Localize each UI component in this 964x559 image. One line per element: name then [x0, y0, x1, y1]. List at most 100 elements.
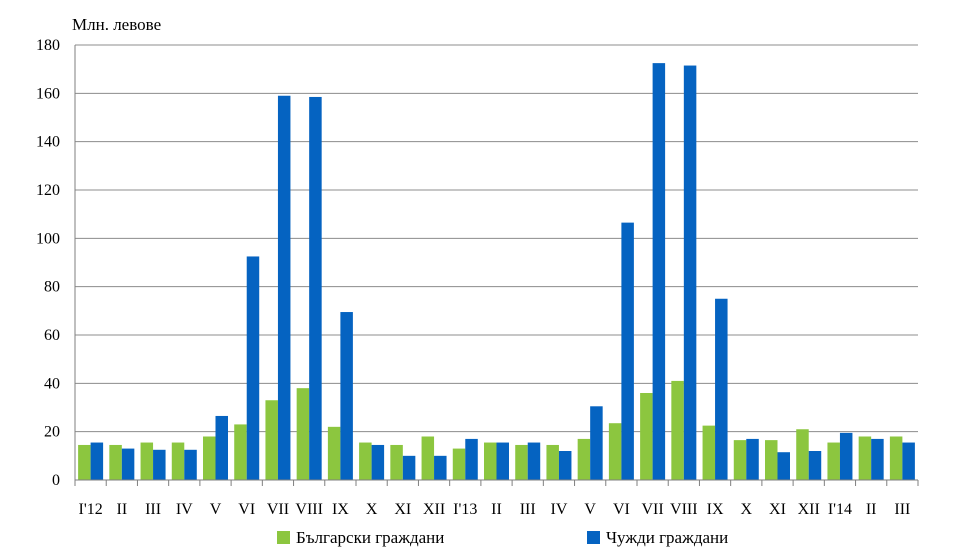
- bar-bulgarian: [234, 424, 247, 480]
- bar-bulgarian: [296, 388, 310, 480]
- bar-foreign: [871, 438, 884, 480]
- x-tick-label: X: [740, 501, 752, 518]
- legend-label: Чужди граждани: [606, 528, 728, 547]
- x-tick-label: XI: [769, 501, 786, 518]
- x-tick-label: IV: [176, 501, 193, 518]
- x-tick-label: I'12: [79, 501, 103, 518]
- bar-foreign: [590, 406, 603, 480]
- bar-foreign: [621, 222, 634, 480]
- bar-bulgarian: [484, 442, 497, 480]
- x-tick-label: I'14: [828, 501, 852, 518]
- bar-foreign: [153, 449, 166, 480]
- bar-foreign: [683, 65, 697, 481]
- x-tick-label: XII: [423, 501, 445, 518]
- x-tick-label: III: [520, 501, 536, 518]
- y-tick-label: 100: [36, 230, 60, 247]
- bar-bulgarian: [671, 380, 684, 480]
- bar-bulgarian: [78, 444, 91, 480]
- bar-foreign: [746, 438, 759, 480]
- bar-foreign: [652, 63, 666, 480]
- x-tick-label: VIII: [295, 501, 323, 518]
- bar-bulgarian: [140, 442, 154, 480]
- y-tick-label: 40: [44, 375, 60, 392]
- bar-foreign: [215, 415, 228, 480]
- y-tick-label: 160: [36, 85, 60, 102]
- bar-bulgarian: [359, 442, 372, 480]
- bar-bulgarian: [109, 444, 122, 480]
- bar-foreign: [839, 432, 853, 480]
- y-tick-label: 80: [44, 279, 60, 296]
- y-tick-label: 120: [36, 182, 60, 199]
- bar-bulgarian: [171, 442, 185, 480]
- bar-foreign: [527, 442, 541, 480]
- bar-foreign: [246, 256, 260, 480]
- bar-foreign: [371, 444, 385, 480]
- y-tick-label: 140: [36, 134, 60, 151]
- x-tick-label: VII: [642, 501, 664, 518]
- bar-foreign: [558, 451, 572, 480]
- bars: [78, 63, 915, 481]
- y-tick-label: 20: [44, 424, 60, 441]
- bar-bulgarian: [265, 400, 278, 480]
- bar-foreign: [434, 455, 447, 480]
- bar-bulgarian: [796, 429, 809, 480]
- y-tick-label: 0: [52, 472, 60, 489]
- y-axis-unit-label: Млн. левове: [72, 15, 161, 34]
- bar-foreign: [496, 442, 509, 480]
- bar-foreign: [902, 442, 915, 480]
- x-tick-label: VIII: [670, 501, 698, 518]
- x-tick-label: VI: [613, 501, 630, 518]
- bar-foreign: [777, 452, 790, 480]
- bar-bulgarian: [765, 440, 778, 480]
- x-axis: [74, 45, 919, 486]
- bar-bulgarian: [889, 436, 903, 480]
- legend-label: Български граждани: [296, 528, 444, 547]
- x-tick-label: I'13: [453, 501, 477, 518]
- x-tick-label: IX: [707, 501, 724, 518]
- bar-foreign: [121, 448, 135, 480]
- bar-bulgarian: [390, 444, 403, 480]
- x-tick-label: V: [210, 501, 222, 518]
- x-tick-label: XII: [798, 501, 820, 518]
- x-tick-label: III: [894, 501, 910, 518]
- bar-foreign: [808, 451, 822, 480]
- bar-foreign: [465, 438, 478, 480]
- bar-bulgarian: [702, 425, 716, 480]
- legend: Български граждани Чужди граждани: [277, 528, 728, 547]
- bar-bulgarian: [327, 426, 341, 480]
- bar-foreign: [340, 312, 353, 480]
- bar-bulgarian: [640, 393, 653, 480]
- y-tick-label: 180: [36, 37, 60, 54]
- bar-bulgarian: [515, 444, 528, 480]
- bar-foreign: [402, 455, 416, 480]
- bar-bulgarian: [827, 442, 840, 480]
- legend-swatch: [587, 531, 600, 544]
- x-tick-label: X: [366, 501, 378, 518]
- bar-bulgarian: [608, 423, 622, 480]
- x-tick-label: II: [117, 501, 128, 518]
- bar-bulgarian: [546, 444, 559, 480]
- x-tick-label: III: [145, 501, 161, 518]
- gridlines: [75, 44, 918, 433]
- x-tick-label: XI: [394, 501, 411, 518]
- bar-bulgarian: [858, 436, 872, 480]
- x-tick-label: VII: [267, 501, 289, 518]
- x-tick-label: IX: [332, 501, 349, 518]
- legend-swatch: [277, 531, 290, 544]
- x-tick-label: II: [491, 501, 502, 518]
- bar-foreign: [277, 95, 291, 480]
- bar-bulgarian: [733, 440, 747, 480]
- bar-foreign: [309, 96, 322, 480]
- x-tick-label: II: [866, 501, 877, 518]
- bar-bulgarian: [203, 436, 216, 480]
- y-tick-label: 60: [44, 327, 60, 344]
- bar-foreign: [715, 298, 728, 480]
- x-tick-label: V: [584, 501, 596, 518]
- bar-bulgarian: [577, 438, 591, 480]
- bar-bulgarian: [421, 436, 435, 480]
- x-axis-ticks: I'12 II III IV V VI VII VIII IX X XI XII I'13 II III IV…: [79, 501, 911, 518]
- x-tick-label: IV: [550, 501, 567, 518]
- bar-foreign: [184, 449, 197, 480]
- bar-bulgarian: [452, 448, 466, 480]
